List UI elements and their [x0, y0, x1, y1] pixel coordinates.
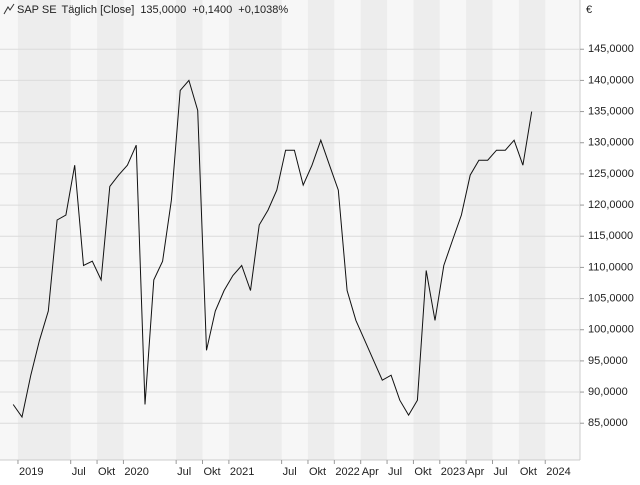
- x-tick-label: 2019: [19, 466, 43, 478]
- y-tick-label: 130,0000: [588, 137, 634, 149]
- x-tick-label: Okt: [98, 466, 115, 478]
- x-tick-label: Okt: [309, 466, 326, 478]
- x-tick-label: Jul: [177, 466, 191, 478]
- x-tick-label: Jul: [283, 466, 297, 478]
- background-band: [228, 0, 282, 460]
- x-tick-label: 2021: [230, 466, 254, 478]
- x-tick-label: 2024: [546, 466, 570, 478]
- x-tick-label: Jul: [494, 466, 508, 478]
- x-tick-label: 2022: [335, 466, 359, 478]
- y-unit: €: [586, 4, 592, 16]
- y-tick-label: 100,0000: [588, 324, 634, 336]
- y-tick-label: 140,0000: [588, 74, 634, 86]
- header-value: +0,1038%: [238, 4, 288, 16]
- chart-title: SAP SE: [17, 4, 57, 16]
- y-tick-label: 90,0000: [588, 386, 628, 398]
- y-tick-label: 85,0000: [588, 417, 628, 429]
- y-tick-label: 120,0000: [588, 199, 634, 211]
- background-band: [97, 0, 124, 460]
- background-band: [176, 0, 203, 460]
- background-band: [307, 0, 335, 460]
- header-value: +0,1400: [192, 4, 232, 16]
- price-line: [12, 79, 533, 419]
- line-icon: [3, 3, 15, 15]
- x-tick-label: Apr: [467, 466, 484, 478]
- y-tick-label: 135,0000: [588, 105, 634, 117]
- background-band: [466, 0, 493, 460]
- y-tick-label: 125,0000: [588, 168, 634, 180]
- x-tick-label: 2020: [124, 466, 148, 478]
- background-band: [518, 0, 546, 460]
- x-tick-label: Okt: [414, 466, 431, 478]
- y-tick-label: 110,0000: [588, 261, 633, 273]
- background-band: [413, 0, 440, 460]
- y-tick-label: 105,0000: [588, 292, 634, 304]
- header-value: 135,0000: [140, 4, 186, 16]
- x-tick-label: Okt: [204, 466, 221, 478]
- background-band: [360, 0, 388, 460]
- x-tick-label: Jul: [72, 466, 86, 478]
- y-tick-label: 145,0000: [588, 43, 634, 55]
- x-tick-label: Apr: [362, 466, 379, 478]
- y-tick-label: 95,0000: [588, 355, 628, 367]
- y-tick-label: 115,0000: [588, 230, 633, 242]
- plot-area: [0, 0, 580, 460]
- x-tick-label: Okt: [520, 466, 537, 478]
- chart-subtitle: Täglich [Close]: [62, 4, 135, 16]
- x-tick-label: 2023: [441, 466, 465, 478]
- x-tick-label: Jul: [388, 466, 402, 478]
- background-band: [17, 0, 71, 460]
